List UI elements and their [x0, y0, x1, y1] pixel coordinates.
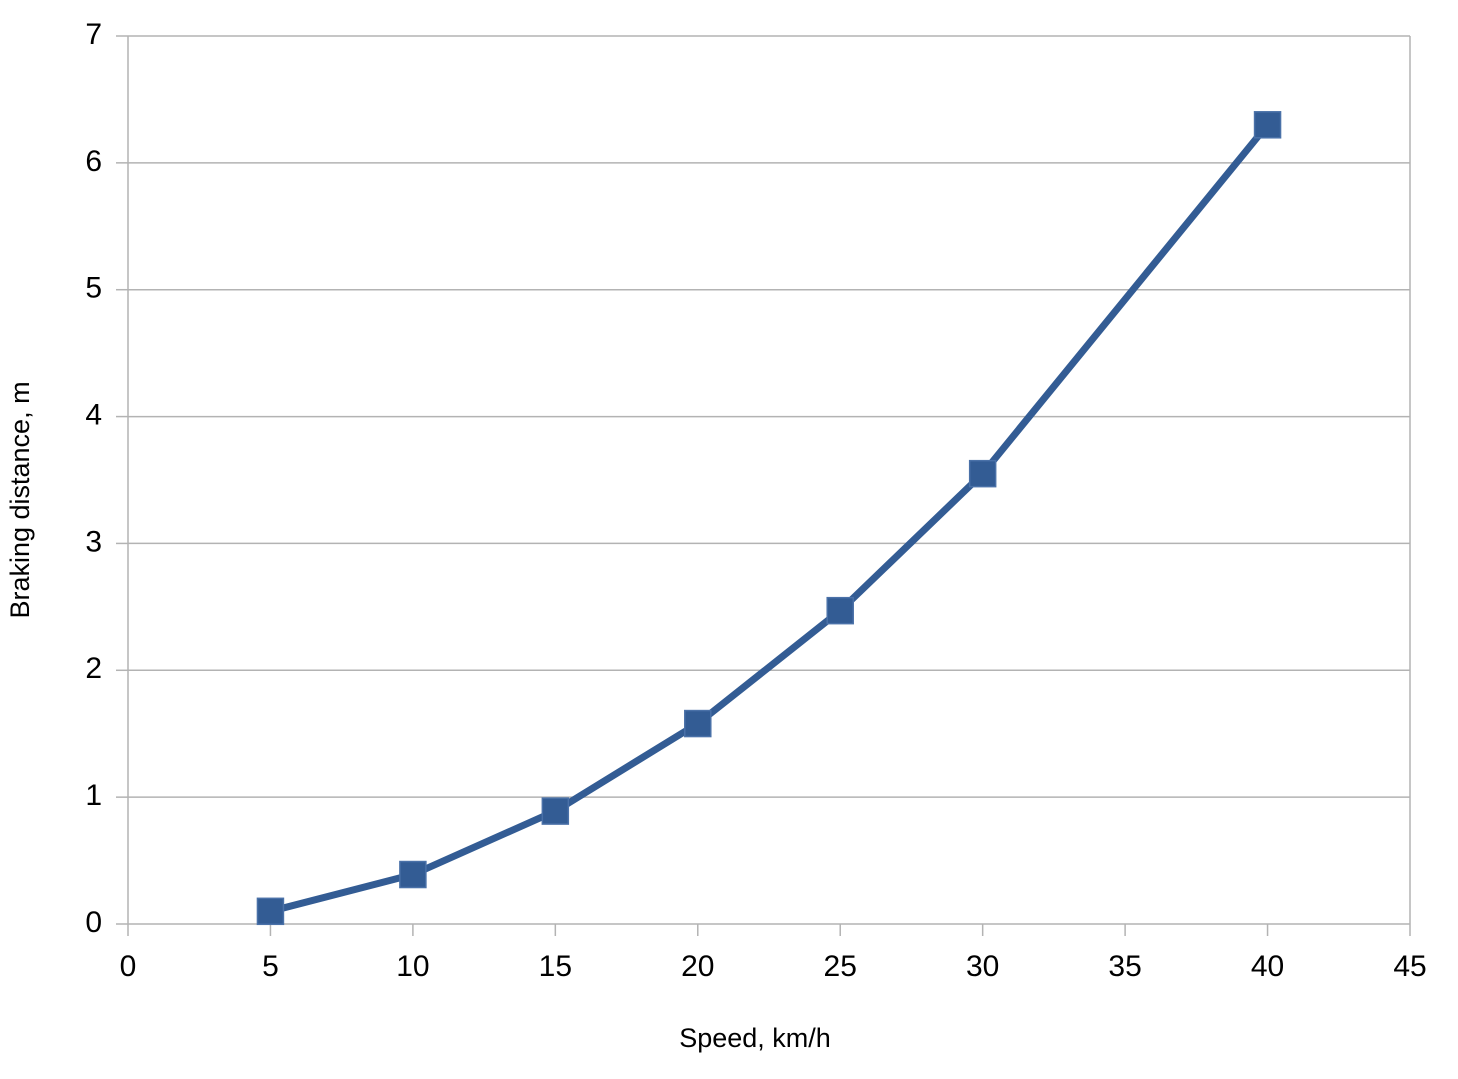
y-tick-label: 1	[85, 779, 102, 812]
x-tick-label: 20	[681, 950, 714, 983]
y-axis-title: Braking distance, m	[5, 381, 35, 618]
x-tick-label: 30	[966, 950, 999, 983]
data-point	[256, 897, 285, 926]
data-point	[684, 709, 712, 738]
data-point	[541, 797, 570, 825]
y-tick-label: 2	[85, 652, 102, 685]
y-tick-label: 4	[85, 398, 102, 431]
data-point	[1253, 111, 1282, 139]
x-tick-label: 40	[1251, 950, 1284, 983]
x-tick-label: 45	[1393, 950, 1426, 983]
y-tick-label: 6	[85, 145, 102, 178]
y-tick-label: 3	[85, 525, 102, 558]
x-axis-title: Speed, km/h	[679, 1023, 831, 1053]
x-tick-label: 25	[824, 950, 857, 983]
y-tick-label: 5	[85, 272, 102, 305]
data-point	[968, 459, 997, 488]
y-tick-label: 0	[85, 906, 102, 939]
x-tick-label: 5	[262, 950, 279, 983]
x-tick-label: 35	[1108, 950, 1141, 983]
x-tick-label: 15	[539, 950, 572, 983]
y-tick-label: 7	[85, 18, 102, 51]
x-tick-label: 10	[396, 950, 429, 983]
x-tick-label: 0	[120, 950, 137, 983]
data-point	[399, 860, 427, 889]
data-point	[826, 596, 854, 625]
